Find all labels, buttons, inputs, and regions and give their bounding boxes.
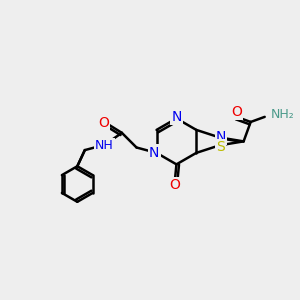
Text: O: O [232,105,242,119]
Text: S: S [217,140,225,154]
Text: NH₂: NH₂ [270,108,294,121]
Text: O: O [169,178,180,192]
Text: N: N [171,110,182,124]
Text: NH: NH [95,139,114,152]
Text: O: O [98,116,109,130]
Text: N: N [216,130,226,144]
Text: N: N [149,146,159,160]
